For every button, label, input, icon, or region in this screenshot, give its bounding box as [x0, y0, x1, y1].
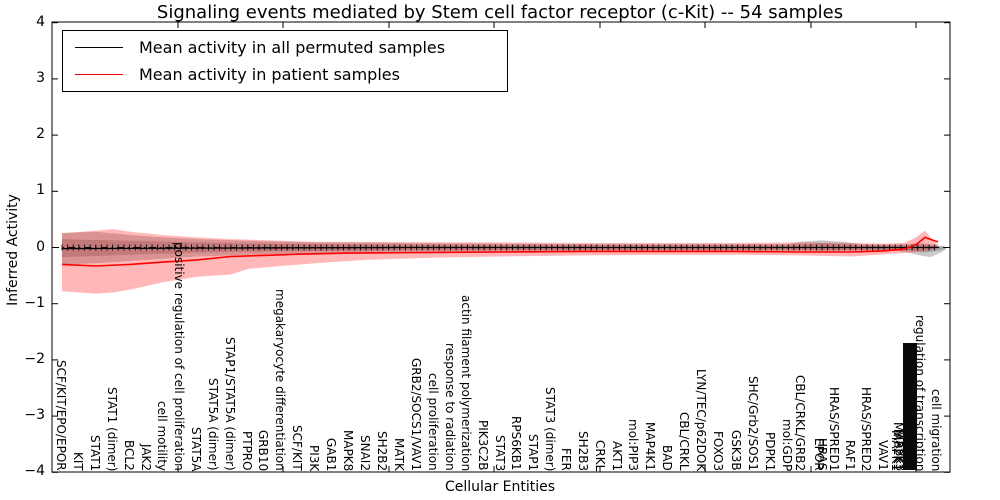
- entity-tick-label: positive regulation of cell proliferatio…: [172, 242, 186, 471]
- entity-tick-label: GSK3B: [729, 430, 743, 471]
- entity-tick-label: MAPK8: [341, 429, 355, 471]
- entity-tick-label: SNAI2: [358, 435, 372, 471]
- entity-tick-label: JAK2: [139, 443, 153, 471]
- entity-tick-label: actin filament polymerization: [459, 294, 473, 471]
- entity-tick-label: LYN/TEC/p62DOK: [694, 368, 708, 471]
- entity-tick-label: EPOR: [812, 438, 826, 471]
- entity-tick-label: CRKL: [593, 439, 607, 471]
- entity-tick-label: STAP1: [526, 433, 540, 471]
- x-axis-label: Cellular Entities: [444, 479, 556, 495]
- patient-mean-line: [61, 236, 939, 267]
- legend-line-black: [75, 47, 123, 49]
- entity-tick-label: mol:PIP3: [626, 418, 640, 471]
- entity-tick-label: BCL2: [122, 440, 136, 471]
- entity-tick-label: MAP4K1: [643, 422, 657, 471]
- entity-tick-label: FOXO3: [711, 430, 725, 471]
- y-tick-label: −1: [24, 294, 45, 311]
- entity-tick-label: SH2B3: [576, 430, 590, 471]
- entity-tick-label: RPS6KB1: [509, 416, 523, 471]
- entity-tick-label: cell migration: [929, 388, 943, 471]
- legend-line-red: [75, 73, 123, 75]
- entity-tick-label: STAT5A (dimer): [206, 378, 220, 471]
- entity-tick-label: STAT3: [493, 434, 507, 471]
- entity-tick-label: SHC/Grb2/SOS1: [746, 376, 760, 471]
- entity-tick-label: STAT3 (dimer): [543, 386, 557, 471]
- chart-title: Signaling events mediated by Stem cell f…: [156, 2, 844, 23]
- entity-tick-label: RAF1: [843, 440, 857, 471]
- y-tick-label: 2: [36, 126, 45, 143]
- entity-tick-label: STAT5A: [189, 426, 203, 471]
- entity-tick-label: GAB1: [324, 437, 338, 471]
- entity-tick-label: cell motility: [155, 400, 169, 471]
- entity-tick-label: STAT1 (dimer): [105, 386, 119, 471]
- legend: Mean activity in all permuted samples Me…: [62, 30, 508, 92]
- entity-tick-label: MATK: [392, 438, 406, 471]
- entity-tick-label: BAD: [660, 445, 674, 471]
- y-tick-label: −3: [24, 407, 45, 424]
- legend-entry-patient: Mean activity in patient samples: [75, 65, 507, 84]
- y-tick-label: −2: [24, 350, 45, 367]
- y-tick-label: −4: [24, 463, 45, 480]
- patient-band: [62, 229, 938, 294]
- y-tick-label: 1: [36, 182, 45, 199]
- entity-tick-label: SCF/KIT/EPO/EPOR: [54, 360, 68, 471]
- entity-tick-label: STAP1/STAT5A (dimer): [223, 337, 237, 471]
- entity-tick-label: MAPK1: [889, 429, 903, 471]
- entity-tick-label: HRAS: [815, 438, 829, 471]
- entity-tick-label: CBL/CRKL: [677, 412, 691, 471]
- entity-tick-label: AKT1: [610, 440, 624, 471]
- y-tick-label: 0: [36, 238, 45, 255]
- overlapped-labels-blob: [903, 343, 917, 470]
- entity-tick-label: GRB2/SOCS1/VAV1: [409, 357, 423, 471]
- entity-tick-label: FER: [559, 448, 573, 471]
- entity-tick-label: HRAS/SPRED1: [827, 386, 841, 471]
- entity-tick-label: CBL/CRKL/GRB2: [793, 374, 807, 471]
- entity-tick-label: HRAS/SPRED2: [859, 386, 873, 471]
- entity-tick-label: megakaryocyte differentiation: [273, 289, 287, 471]
- y-tick-label: 4: [36, 13, 45, 30]
- entity-tick-label: MAP2K1: [891, 422, 905, 471]
- entity-tick-label: mol:GDP: [780, 418, 794, 471]
- entity-tick-label: PDPK1: [763, 431, 777, 471]
- entity-tick-label: cell proliferation: [426, 373, 440, 471]
- legend-label: Mean activity in all permuted samples: [139, 38, 446, 58]
- entity-tick-label: STAT1: [88, 434, 102, 471]
- entity-tick-label: PTPRO: [240, 431, 254, 471]
- entity-tick-label: SH2B2: [375, 430, 389, 471]
- entity-tick-label: KIT: [71, 452, 85, 471]
- entity-tick-label: PI3K: [307, 444, 321, 471]
- entity-tick-label: SCF/KIT: [290, 425, 304, 471]
- legend-entry-permuted: Mean activity in all permuted samples: [75, 38, 507, 57]
- y-tick-label: 3: [36, 69, 45, 86]
- entity-tick-label: VAV1: [876, 440, 890, 471]
- entity-tick-label: GRB10: [256, 429, 270, 471]
- permuted-mean-line: [61, 246, 938, 250]
- entity-tick-label: PIK3C2B: [476, 420, 490, 471]
- entity-tick-label: response to radiation: [443, 343, 457, 471]
- legend-label: Mean activity in patient samples: [139, 64, 400, 84]
